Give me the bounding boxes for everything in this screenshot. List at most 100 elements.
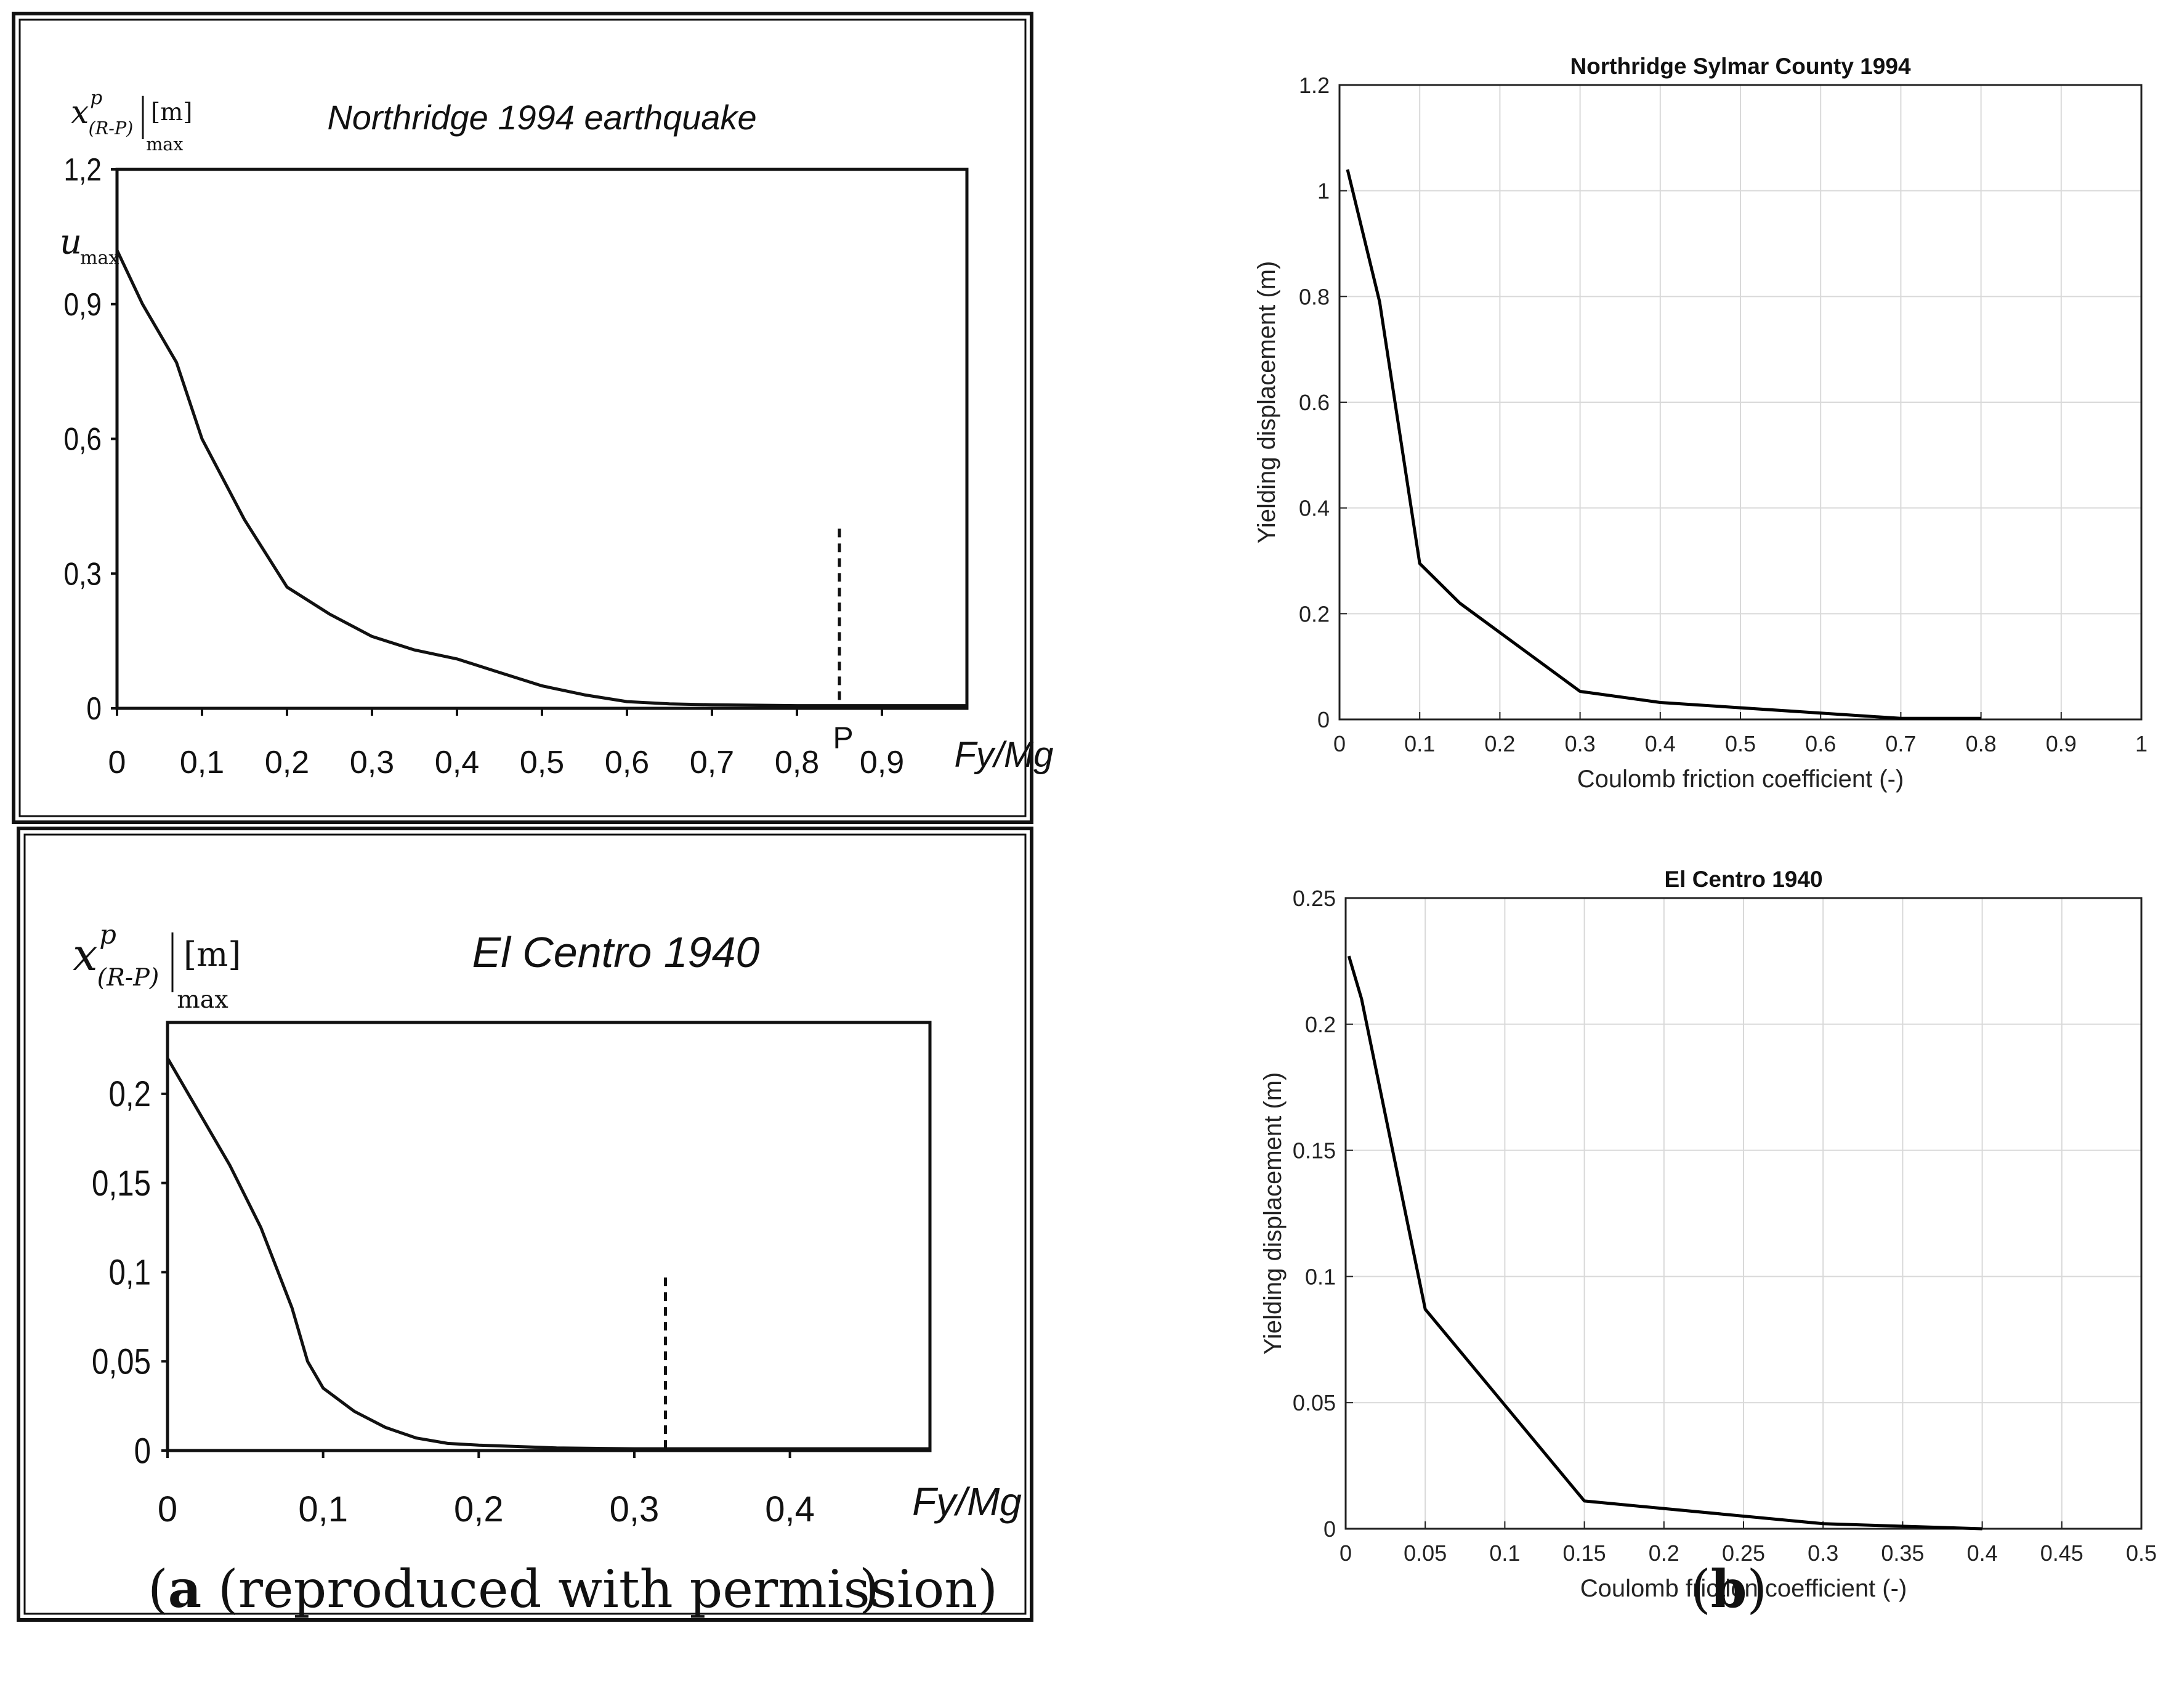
y-tick-label: 0 <box>86 691 102 727</box>
x-tick-label: 0.4 <box>1645 731 1676 756</box>
chart-b-top: 0 0.1 0.2 0.3 0.4 0.5 0.6 0.7 0.8 0.9 1 0 0.2 0.4 0.6 0… <box>1253 54 2148 793</box>
y-tick-label: 0,2 <box>108 1074 151 1114</box>
x-tick-label: 0.15 <box>1563 1540 1606 1566</box>
y-axis-label: Yielding displacement (m) <box>1259 1072 1287 1355</box>
x-tick-label: 0.35 <box>1881 1540 1924 1566</box>
x-tick-label: 0.1 <box>1404 731 1435 756</box>
x-axis-label: Coulomb friction coefficient (-) <box>1580 1575 1907 1602</box>
x-tick-label: 0.25 <box>1722 1540 1765 1566</box>
y-tick-label: 0.6 <box>1299 390 1330 415</box>
chart-a-top: 0 0,3 0,6 0,9 1,2 0 0,1 0,2 0,3 0,4 0,5 0,6 0,7 0,8 0,… <box>12 12 1054 824</box>
x-tick-label: 0,7 <box>690 745 734 780</box>
x-tick-label: 0.1 <box>1489 1540 1520 1566</box>
panel-frame-inner <box>18 18 1027 817</box>
x-tick-label: 0,4 <box>765 1489 815 1529</box>
panel-frame-inner <box>23 833 1027 1615</box>
y-tick-label: 0,6 <box>64 421 102 457</box>
x-tick-label: 1 <box>2135 731 2148 756</box>
y-tick-label: 0,1 <box>108 1253 151 1293</box>
y-axis-label-main: x <box>73 929 98 981</box>
y-axis-label-unit: [m] <box>151 99 192 126</box>
y-axis-label-main: x <box>71 94 89 131</box>
x-tick-label: 0 <box>1333 731 1346 756</box>
y-tick-label: 0 <box>134 1431 151 1471</box>
x-tick-label: 0 <box>108 745 126 780</box>
plot-box <box>166 1021 932 1452</box>
y-tick-label: 1.2 <box>1299 73 1330 98</box>
y-tick-label: 0.1 <box>1305 1264 1336 1289</box>
x-tick-label: 0.05 <box>1404 1540 1447 1566</box>
panel-frame-outer <box>12 12 1033 824</box>
chart-a-bottom: 0 0,05 0,1 0,15 0,2 0 0,1 0,2 0,3 0,4 Fy/Mg El Cent… <box>17 827 1033 1622</box>
y-axis-label-sup: p <box>99 920 116 950</box>
marker-label: P <box>833 721 853 755</box>
series-line <box>1347 955 1982 1531</box>
y-tick-label: 0.2 <box>1305 1012 1336 1037</box>
x-tick-label: 0.7 <box>1885 731 1916 756</box>
x-axis-label: Fy/Mg <box>912 1479 1022 1524</box>
y-tick-label: 0,15 <box>92 1164 151 1204</box>
x-tick-label: 0.2 <box>1484 731 1515 756</box>
x-tick-label: 0,6 <box>605 745 649 780</box>
x-tick-label: 0.9 <box>2046 731 2077 756</box>
x-tick-label: 0 <box>1340 1540 1352 1566</box>
x-tick-label: 0.4 <box>1967 1540 1998 1566</box>
x-tick-label: 0,8 <box>775 745 819 780</box>
series-line <box>166 1057 930 1451</box>
chart-title: Northridge Sylmar County 1994 <box>1570 54 1911 79</box>
y-tick-label: 0,3 <box>64 556 102 592</box>
caption-b-letter: b <box>1710 1558 1747 1619</box>
y-tick-label: 0.4 <box>1299 496 1330 521</box>
x-axis-label: Fy/Mg <box>954 735 1053 775</box>
y-tick-label: 0.8 <box>1299 284 1330 309</box>
chart-b-bottom: 0 0.05 0.1 0.15 0.2 0.25 0.3 0.35 0.4 0.45 0.5 0 0.0… <box>1259 867 2157 1602</box>
x-tick-label: 0.3 <box>1565 731 1596 756</box>
y-tick-label: 0 <box>1317 707 1330 732</box>
caption-a-close: ) <box>859 1558 879 1619</box>
y-tick-label: 0,05 <box>92 1342 151 1382</box>
caption-a: (a (reproduced with permission) <box>148 1558 998 1619</box>
y-tick-label: 1,2 <box>64 152 102 188</box>
y-tick-label: 0 <box>1323 1516 1336 1542</box>
series-line <box>1346 169 1981 720</box>
x-tick-label: 0 <box>158 1489 177 1529</box>
x-tick-label: 0,3 <box>610 1489 660 1529</box>
panel-frame-outer <box>17 827 1033 1622</box>
x-tick-label: 0.3 <box>1808 1540 1838 1566</box>
x-tick-label: 0,1 <box>298 1489 348 1529</box>
y-axis-label-sup: p <box>90 87 102 109</box>
x-axis-label: Coulomb friction coefficient (-) <box>1577 766 1904 793</box>
x-tick-label: 0.5 <box>2126 1540 2157 1566</box>
x-tick-label: 0,5 <box>520 745 564 780</box>
y-axis-label-subscript: max <box>177 986 228 1014</box>
chart-title: El Centro 1940 <box>1664 867 1822 892</box>
x-tick-label: 0,4 <box>435 745 479 780</box>
x-tick-label: 0.6 <box>1805 731 1836 756</box>
x-tick-label: 0.5 <box>1725 731 1756 756</box>
y-tick-label: 1 <box>1317 179 1330 204</box>
chart-title: El Centro 1940 <box>472 928 760 976</box>
x-tick-label: 0,9 <box>860 745 904 780</box>
umax-label: u <box>60 222 82 262</box>
y-tick-label: 0.25 <box>1293 886 1336 911</box>
series-line <box>115 249 967 708</box>
y-tick-label: 0.15 <box>1293 1138 1336 1164</box>
caption-b: (b) <box>1691 1558 1768 1619</box>
y-tick-label: 0,9 <box>64 287 102 323</box>
y-axis-label-sub: (R-P) <box>89 118 134 139</box>
caption-a-letter: a <box>168 1558 202 1619</box>
x-tick-label: 0,1 <box>180 745 224 780</box>
caption-a-text: (reproduced with permission) <box>201 1559 998 1619</box>
x-tick-label: 0,3 <box>350 745 394 780</box>
x-tick-label: 0.8 <box>1966 731 1997 756</box>
y-tick-label: 0.05 <box>1293 1390 1336 1415</box>
y-axis-label: Yielding displacement (m) <box>1253 261 1280 544</box>
y-axis-label-unit: [m] <box>184 935 241 974</box>
y-tick-label: 0.2 <box>1299 601 1330 626</box>
x-tick-label: 0.45 <box>2040 1540 2083 1566</box>
plot-box <box>115 168 969 710</box>
x-tick-label: 0,2 <box>454 1489 504 1529</box>
y-axis-label-sub: (R-P) <box>97 963 160 992</box>
chart-title: Northridge 1994 earthquake <box>327 98 756 137</box>
